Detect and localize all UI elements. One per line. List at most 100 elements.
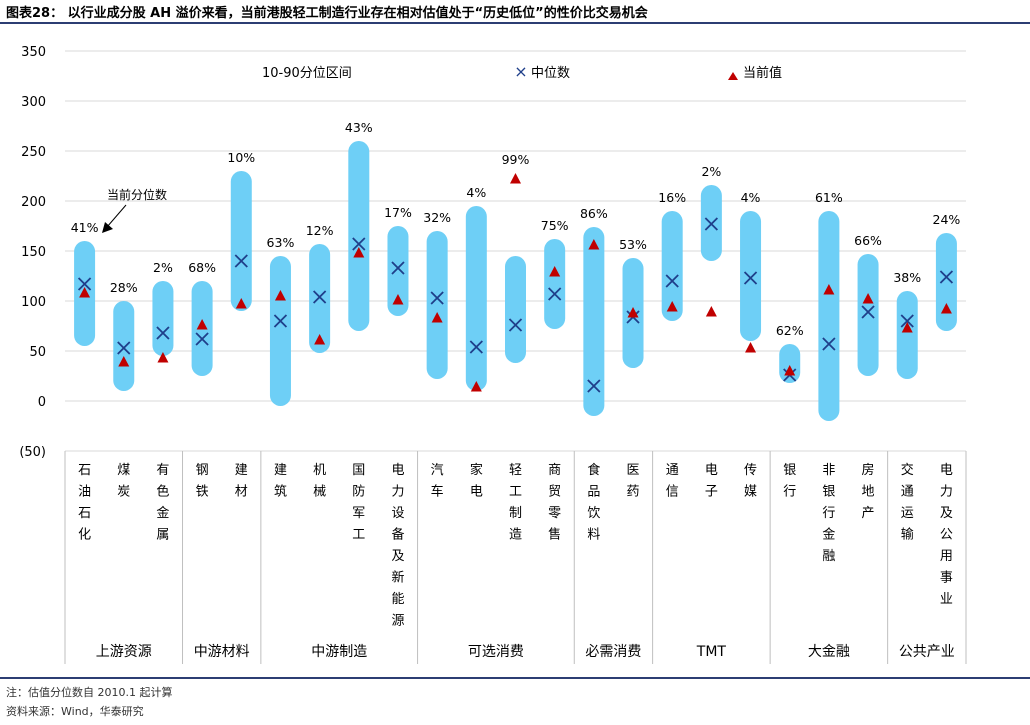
category-label: 轻工制造 <box>509 463 522 543</box>
current-marker <box>901 322 913 333</box>
median-marker <box>469 340 483 354</box>
category-label: 通信 <box>666 463 679 500</box>
median-marker <box>77 277 92 291</box>
current-marker <box>627 307 639 318</box>
range-bar <box>935 233 957 331</box>
median-marker <box>195 332 209 346</box>
y-tick-label: (50) <box>19 445 46 460</box>
category-label: 非银行金融 <box>822 463 835 564</box>
percentile-label: 63% <box>267 235 295 250</box>
y-tick-label: 100 <box>21 295 46 310</box>
y-tick-label: 150 <box>21 245 46 260</box>
percentile-label: 16% <box>658 190 686 205</box>
current-marker <box>274 290 286 301</box>
percentile-label: 41% <box>71 220 99 235</box>
median-marker <box>430 291 444 305</box>
percentile-label: 2% <box>701 164 721 179</box>
percentile-label: 4% <box>466 185 486 200</box>
percentile-label: 4% <box>741 190 761 205</box>
median-marker <box>665 274 679 288</box>
category-label: 建材 <box>235 463 248 500</box>
percentile-label: 53% <box>619 237 647 252</box>
median-marker <box>861 305 875 319</box>
current-marker <box>431 312 443 323</box>
group-label: 公共产业 <box>899 644 955 660</box>
bottom-rule <box>0 677 1030 679</box>
current-marker <box>510 173 521 184</box>
percentile-label: 24% <box>933 212 961 227</box>
median-marker <box>900 314 914 328</box>
category-label: 机械 <box>313 463 326 500</box>
category-label: 电力及公用事业 <box>940 463 953 607</box>
percentile-label: 12% <box>306 223 334 238</box>
range-bar <box>779 344 801 383</box>
category-label: 电子 <box>705 463 718 500</box>
category-label: 汽车 <box>431 463 444 500</box>
y-tick-label: 250 <box>21 145 46 160</box>
current-marker <box>823 284 835 295</box>
percentile-label: 68% <box>188 260 216 275</box>
category-label: 钢铁 <box>196 463 209 500</box>
annotation-arrow-head <box>102 222 113 233</box>
median-marker <box>273 314 288 328</box>
current-marker <box>666 301 678 312</box>
legend-median-marker: × <box>514 62 527 81</box>
median-marker <box>743 271 758 285</box>
range-bar <box>505 256 526 363</box>
source-note: 资料来源：Wind，华泰研究 <box>6 705 144 718</box>
range-bar <box>544 239 566 329</box>
percentile-label: 61% <box>815 190 843 205</box>
median-marker <box>704 217 719 231</box>
median-marker <box>352 237 366 251</box>
range-bar <box>465 206 487 391</box>
range-bar <box>661 211 683 321</box>
group-label: 中游材料 <box>194 644 250 660</box>
current-marker <box>157 352 169 363</box>
category-label: 国防军工 <box>352 463 365 543</box>
group-label: 中游制造 <box>311 644 367 660</box>
title-rule <box>0 22 1030 24</box>
current-marker <box>79 287 91 298</box>
y-tick-label: 0 <box>38 395 46 410</box>
y-tick-label: 200 <box>21 195 46 210</box>
current-marker <box>196 319 208 330</box>
percentile-label: 99% <box>502 152 530 167</box>
current-marker <box>470 381 482 392</box>
current-marker <box>862 293 874 304</box>
median-marker <box>117 341 131 355</box>
percentile-label: 2% <box>153 260 173 275</box>
range-bar <box>230 171 252 311</box>
group-label: 大金融 <box>808 644 850 660</box>
range-bar <box>857 254 879 376</box>
category-label: 商贸零售 <box>548 463 561 543</box>
y-tick-label: 350 <box>21 45 46 60</box>
category-label: 银行 <box>783 463 796 500</box>
range-bar <box>309 244 331 353</box>
median-marker <box>312 290 327 304</box>
category-label: 有色金属 <box>156 463 169 543</box>
range-bar <box>896 291 918 379</box>
median-marker <box>548 287 562 301</box>
legend-range-label: 10-90分位区间 <box>262 66 352 81</box>
category-label: 电力设备及新能源 <box>391 463 404 629</box>
median-marker <box>587 379 601 393</box>
group-label: 必需消费 <box>585 644 641 660</box>
category-label: 房地产 <box>862 462 875 521</box>
category-label: 传媒 <box>744 463 757 500</box>
range-bar <box>387 226 409 316</box>
category-label: 建筑 <box>274 463 287 500</box>
chart-title: 图表28： 以行业成分股 AH 溢价来看，当前港股轻工制造行业存在相对估值处于“… <box>6 6 648 21</box>
percentile-label: 38% <box>893 270 921 285</box>
category-label: 交通运输 <box>901 462 914 543</box>
range-bar <box>583 227 605 416</box>
legend-median-label: 中位数 <box>531 66 570 81</box>
median-marker <box>822 337 836 351</box>
median-marker <box>234 254 248 268</box>
footnote: 注：估值分位数自 2010.1 起计算 <box>6 686 173 699</box>
group-label: TMT <box>696 644 727 660</box>
current-marker <box>784 365 796 376</box>
category-label: 家电 <box>470 462 483 500</box>
current-marker <box>392 294 404 305</box>
range-bar <box>152 281 174 356</box>
